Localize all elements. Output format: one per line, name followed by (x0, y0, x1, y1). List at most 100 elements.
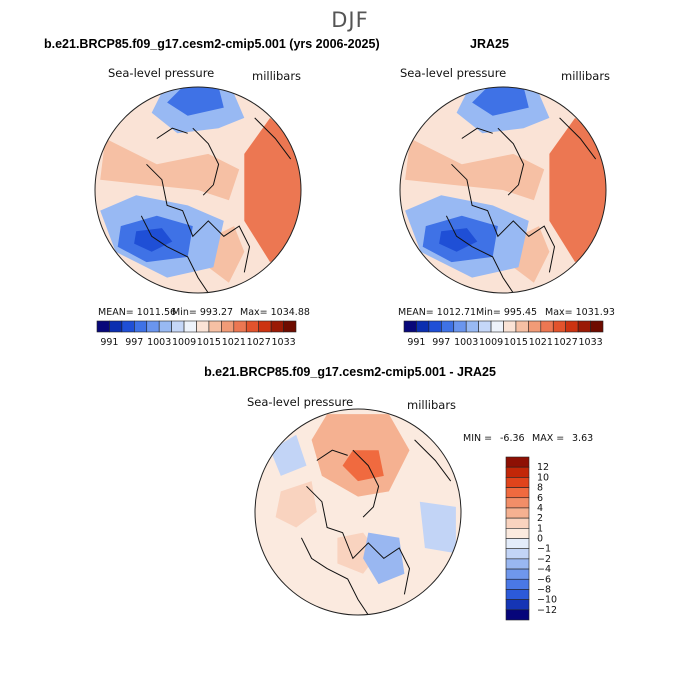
colorbar-tick-label: 1021 (529, 337, 553, 348)
colorbar-cell (453, 320, 467, 333)
colorbar-cell (505, 456, 530, 468)
colorbar-tick-label: 1003 (147, 337, 171, 348)
colorbar-2: 991 997 1003 1009 1015 1021 1027 1033 (403, 320, 604, 348)
map-disc-1 (94, 86, 302, 294)
panel-2-min: Min= 995.45 (476, 307, 538, 318)
panel-2-mean: MEAN= 1012.71 (398, 307, 477, 318)
colorbar-cell (503, 320, 517, 333)
colorbar-tick-label: 10 (537, 472, 549, 483)
coastline (352, 449, 380, 518)
contour-region (244, 117, 301, 263)
colorbar-tick-label: −2 (537, 554, 551, 565)
colorbar-tick-label: 997 (432, 337, 450, 348)
panel-1-title: b.e21.BRCP85.f09_g17.cesm2-cmip5.001 (yr… (44, 37, 380, 51)
colorbar-cell (505, 548, 530, 560)
colorbar-cell (134, 320, 148, 333)
colorbar-cell (505, 477, 530, 488)
colorbar-cell (233, 320, 247, 333)
contour-region (405, 138, 545, 201)
colorbar-cell (208, 320, 222, 333)
coastline (140, 215, 209, 293)
colorbar-cell (196, 320, 210, 333)
colorbar-cell (465, 320, 479, 333)
coastline (316, 449, 348, 461)
colorbar-tick-label: 1 (537, 523, 543, 534)
colorbar-cell (552, 320, 566, 333)
colorbar-cell (505, 487, 530, 499)
colorbar-cell (505, 589, 530, 600)
coastline (559, 117, 597, 160)
panel-1-min: Min= 993.27 (172, 307, 234, 318)
panel-3-variable: Sea-level pressure (247, 395, 354, 409)
contour-region (439, 228, 478, 252)
colorbar-cell (505, 466, 530, 478)
colorbar-cell (270, 320, 284, 333)
coastline (306, 485, 411, 595)
colorbar-1: 991 997 1003 1009 1015 1021 1027 1033 (96, 320, 297, 348)
coastline (156, 127, 188, 139)
colorbar-tick-label: 4 (537, 503, 543, 514)
colorbar-tick-label: 6 (537, 493, 543, 504)
map-border (94, 86, 302, 294)
colorbar-tick-label: −4 (537, 564, 551, 575)
colorbar-cell (577, 320, 591, 333)
contour-region (549, 117, 606, 263)
contour-region (472, 87, 529, 116)
contour-region (100, 138, 240, 201)
colorbar-cell (540, 320, 554, 333)
coastline (254, 117, 292, 160)
colorbar-cell (171, 320, 185, 333)
colorbar-tick-label: −1 (537, 544, 551, 555)
colorbar-cell (505, 497, 530, 509)
contour-region (342, 450, 384, 482)
colorbar-cell (258, 320, 272, 333)
colorbar-cell (221, 320, 235, 333)
colorbar-tick-label: 997 (125, 337, 143, 348)
panel-2-units: millibars (561, 69, 611, 83)
colorbar-tick-label: 2 (537, 513, 543, 524)
colorbar-tick-label: 12 (537, 462, 549, 473)
panel-1-max: Max= 1034.88 (240, 307, 310, 318)
colorbar-cell (490, 320, 504, 333)
map-disc-3 (254, 408, 462, 616)
map-border (399, 86, 607, 294)
colorbar-cell (505, 517, 530, 529)
coastline (300, 537, 369, 615)
colorbar-cell (565, 320, 579, 333)
colorbar-tick-label: 1003 (454, 337, 478, 348)
colorbar-tick-label: 1015 (197, 337, 221, 348)
colorbar-tick-label: −12 (537, 605, 557, 616)
contour-region (167, 87, 224, 116)
contour-region (275, 481, 317, 528)
panel-3-max-value: 3.63 (572, 433, 594, 444)
colorbar-tick-label: 1027 (247, 337, 271, 348)
colorbar-cell (505, 568, 530, 580)
panel-3-min-value: -6.36 (500, 433, 525, 444)
coastline (497, 127, 525, 196)
colorbar-cell (146, 320, 160, 333)
colorbar-cell (416, 320, 430, 333)
coastline (192, 127, 220, 196)
colorbar-tick-label: −8 (537, 584, 551, 595)
panel-2-max: Max= 1031.93 (545, 307, 615, 318)
colorbar-cell (505, 507, 530, 519)
panel-3-min-label: MIN = (463, 433, 493, 444)
colorbar-tick-label: 991 (100, 337, 118, 348)
contour-region (419, 501, 456, 554)
panel-2-variable: Sea-level pressure (400, 66, 507, 80)
colorbar-tick-label: 1021 (222, 337, 246, 348)
colorbar-cell (505, 528, 530, 539)
panel-3-units: millibars (407, 398, 457, 412)
panel-3-max-label: MAX = (532, 433, 565, 444)
map-disc-2 (399, 86, 607, 294)
season-title: DJF (331, 8, 369, 32)
coastline (461, 127, 493, 139)
colorbar-cell (158, 320, 172, 333)
colorbar-cell (245, 320, 259, 333)
colorbar-tick-label: 1015 (504, 337, 528, 348)
colorbar-cell (528, 320, 542, 333)
colorbar-cell (428, 320, 442, 333)
colorbar-cell (515, 320, 529, 333)
colorbar-cell (590, 320, 604, 333)
